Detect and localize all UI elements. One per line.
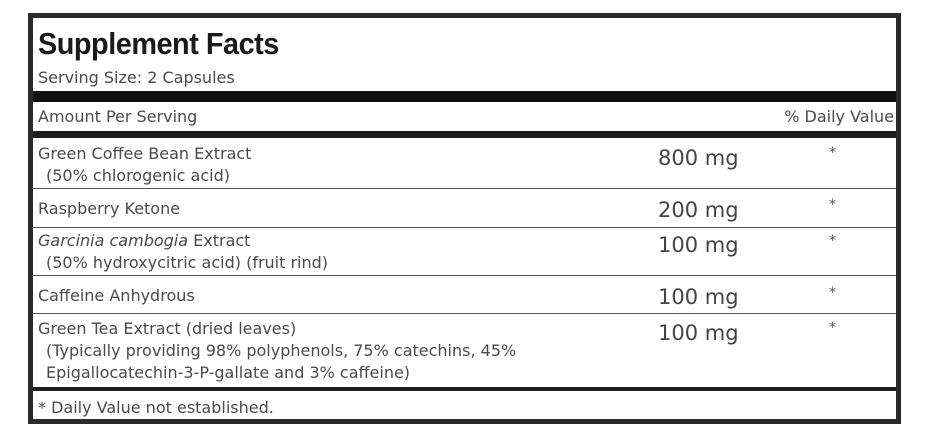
ingredient-name: Green Tea Extract (dried leaves) (Typica…	[38, 318, 516, 384]
ingredient-amount: 100 mg	[658, 321, 739, 345]
ingredient-detail: Epigallocatechin-3-P-gallate and 3% caff…	[46, 363, 411, 382]
ingredient-daily-value: *	[829, 233, 836, 249]
ingredient-name-text: Green Coffee Bean Extract	[38, 144, 252, 163]
ingredient-name: Raspberry Ketone	[38, 198, 180, 220]
ingredient-daily-value: *	[829, 145, 836, 161]
ingredient-amount: 800 mg	[658, 146, 739, 170]
ingredient-amount: 200 mg	[658, 198, 739, 222]
ingredient-name-italic: Garcinia cambogia	[38, 231, 189, 250]
ingredient-daily-value: *	[829, 320, 836, 336]
ingredient-detail: (50% hydroxycitric acid) (fruit rind)	[46, 253, 329, 272]
ingredient-detail: (50% chlorogenic acid)	[46, 166, 230, 185]
thick-divider	[33, 91, 896, 102]
footnote: * Daily Value not established.	[38, 398, 274, 417]
ingredient-name: Green Coffee Bean Extract (50% chlorogen…	[38, 143, 251, 187]
row-divider	[33, 275, 896, 276]
header-divider	[33, 131, 896, 138]
ingredient-amount: 100 mg	[658, 233, 739, 257]
ingredient-name-text: Raspberry Ketone	[38, 199, 181, 218]
footer-divider	[33, 387, 896, 391]
ingredient-name-text: Extract	[188, 231, 251, 250]
row-divider	[33, 313, 896, 314]
ingredient-name: Caffeine Anhydrous	[38, 285, 195, 307]
ingredient-detail: (Typically providing 98% polyphenols, 75…	[46, 341, 517, 360]
row-divider	[33, 188, 896, 189]
ingredient-name-text: Caffeine Anhydrous	[38, 286, 195, 305]
ingredient-daily-value: *	[829, 285, 836, 301]
amount-per-serving-header: Amount Per Serving	[38, 107, 198, 126]
daily-value-header: % Daily Value	[784, 107, 894, 126]
ingredient-amount: 100 mg	[658, 285, 739, 309]
serving-size: Serving Size: 2 Capsules	[38, 68, 235, 87]
row-divider	[33, 227, 896, 228]
ingredient-name-text: Green Tea Extract (dried leaves)	[38, 319, 297, 338]
panel-title: Supplement Facts	[38, 26, 279, 61]
ingredient-daily-value: *	[829, 197, 836, 213]
ingredient-name: Garcinia cambogia Extract (50% hydroxyci…	[38, 230, 328, 274]
supplement-facts-panel: Supplement Facts Serving Size: 2 Capsule…	[28, 13, 901, 424]
